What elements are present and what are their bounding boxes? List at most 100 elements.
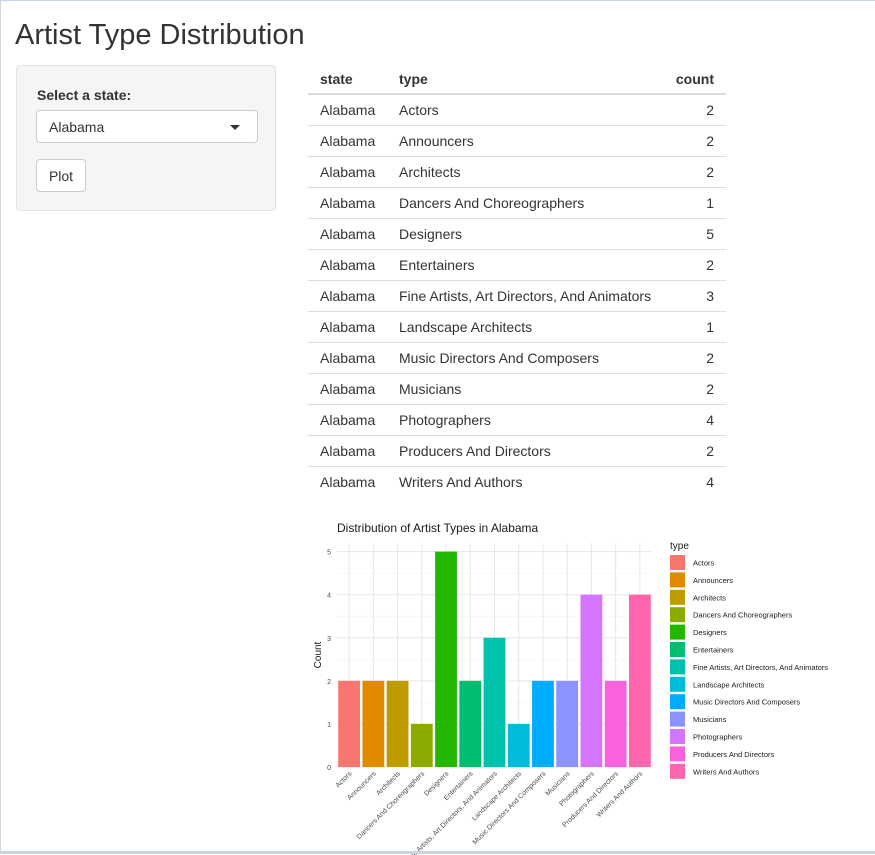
legend-label: Announcers [693,576,733,585]
cell-state: Alabama [308,186,387,218]
bar [338,680,361,767]
y-tick-label: 0 [327,765,331,772]
y-tick-label: 3 [327,636,331,643]
cell-count: 4 [671,465,726,497]
legend-swatch [670,589,685,605]
bar [556,680,579,767]
bar [386,680,409,767]
cell-state: Alabama [308,155,387,187]
cell-count: 2 [671,124,726,156]
bar [507,723,530,767]
cell-type: Designers [387,217,672,249]
cell-type: Announcers [387,124,672,156]
cell-state: Alabama [308,372,387,404]
y-tick-label: 1 [327,722,331,729]
legend-label: Fine Artists, Art Directors, And Animato… [693,663,828,672]
table-row: Alabama Writers And Authors 4 [308,465,726,497]
cell-type: Music Directors And Composers [387,341,672,373]
cell-state: Alabama [308,434,387,466]
table-row: Alabama Fine Artists, Art Directors, And … [308,279,726,311]
table-row: Alabama Landscape Architects 1 [308,310,726,342]
bar [410,723,433,767]
table-row: Alabama Designers 5 [308,217,726,249]
cell-state: Alabama [308,465,387,497]
bar [362,680,385,767]
table-row: Alabama Producers And Directors 2 [308,434,726,466]
cell-count: 2 [671,434,726,466]
table-header-row: state type count [308,65,726,95]
cell-count: 2 [671,155,726,187]
cell-count: 3 [671,279,726,311]
state-select-label: Select a state: [37,87,132,103]
legend-label: Landscape Architects [693,680,765,689]
cell-type: Musicians [387,372,672,404]
header-state: state [308,65,387,95]
sidebar-panel: Select a state: Alabama Plot [16,65,276,211]
legend-swatch [670,729,685,744]
cell-state: Alabama [308,217,387,249]
legend-swatch [670,711,685,727]
state-select[interactable]: Alabama [36,110,258,143]
legend-swatch [670,642,685,657]
plot-button[interactable]: Plot [36,159,86,192]
legend-label: Actors [693,559,715,568]
table-row: Alabama Architects 2 [308,155,726,187]
y-axis-label: Count [313,641,324,668]
x-tick-label: Writers And Authors [596,770,645,819]
cell-type: Photographers [387,403,672,435]
bar [435,551,457,767]
cell-state: Alabama [320,101,376,118]
legend-label: Producers And Directors [693,750,775,759]
legend-swatch [670,607,685,623]
cell-state: Alabama [308,341,387,373]
cell-type: Entertainers [387,248,672,280]
table-row: Alabama Entertainers 2 [308,248,726,280]
table-row: Alabama Musicians 2 [308,372,726,404]
cell-count: 1 [671,186,726,218]
cell-state: Alabama [308,279,387,311]
table-row: Alabama Photographers 4 [308,403,726,435]
y-tick-label: 2 [327,679,331,686]
legend-label: Music Directors And Composers [693,698,800,707]
bar [628,594,651,767]
header-type: type [387,65,672,95]
chart-title: Distribution of Artist Types in Alabama [337,521,539,535]
bar [459,680,482,767]
cell-state: Alabama [308,248,387,280]
x-tick-label: Actors [335,770,354,789]
cell-type: Landscape Architects [387,310,672,342]
cell-type: Actors [399,101,439,118]
legend-swatch [670,763,685,779]
legend-label: Designers [693,628,727,637]
cell-count: 2 [706,101,714,118]
cell-state: Alabama [308,310,387,342]
bar-chart: 0 1 2 3 4 5 Actors Announcers Architects Dancers … [313,521,828,855]
legend-label: Photographers [693,733,742,742]
bar [604,680,627,767]
horizontal-scrollbar[interactable] [1,851,875,854]
legend-title: type [670,541,689,552]
legend-swatch [670,676,685,692]
cell-type: Producers And Directors [387,434,672,466]
cell-count: 2 [671,372,726,404]
legend-label: Musicians [693,715,727,724]
bar [483,637,506,767]
cell-type: Fine Artists, Art Directors, And Animato… [387,279,672,311]
legend-label: Entertainers [693,646,734,655]
caret-down-icon [230,125,240,130]
state-select-value: Alabama [49,119,105,135]
cell-type: Architects [387,155,672,187]
legend-swatch [670,555,685,570]
bar [580,594,603,767]
bar [532,680,554,767]
cell-type: Writers And Authors [387,465,672,497]
cell-count: 4 [671,403,726,435]
cell-count: 5 [671,217,726,249]
legend-label: Architects [693,593,726,602]
legend-swatch [670,572,685,588]
cell-count: 2 [671,341,726,373]
header-count: count [671,65,726,95]
cell-count: 1 [671,310,726,342]
y-tick-label: 5 [327,550,331,557]
legend-swatch [670,659,685,675]
